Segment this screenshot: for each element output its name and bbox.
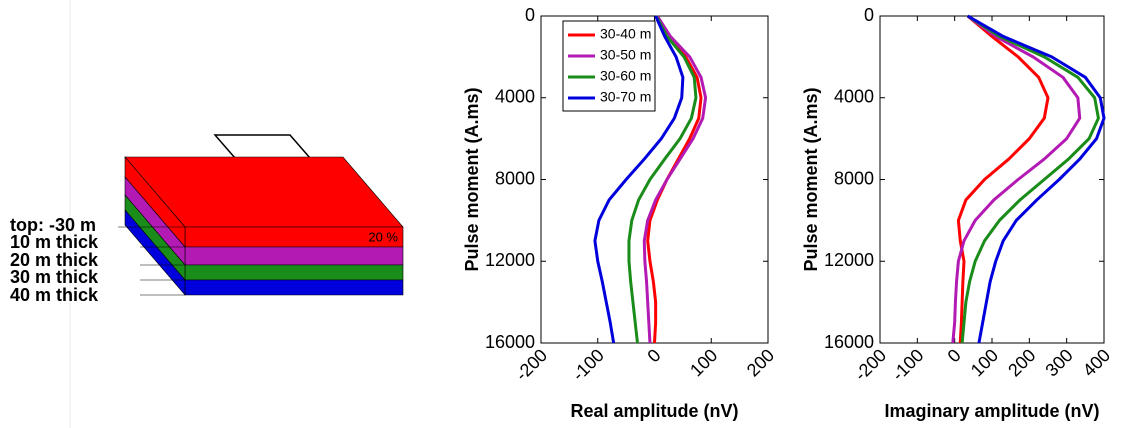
layer-label: 40 m thick	[10, 285, 99, 305]
y-tick-label: 12000	[824, 250, 874, 270]
legend-label: 30-40 m	[600, 26, 651, 42]
plot-frame	[879, 15, 1105, 344]
series-line	[642, 15, 708, 344]
series-line	[951, 14, 1082, 344]
x-tick-label: 300	[1041, 345, 1076, 380]
series-line	[627, 15, 698, 344]
x-tick-label: 100	[967, 345, 1002, 380]
legend-label: 30-50 m	[600, 47, 651, 63]
legend-label: 30-60 m	[600, 68, 651, 84]
layer-label: 10 m thick	[10, 232, 99, 252]
series-line	[593, 15, 685, 344]
layer-magenta	[184, 246, 404, 266]
legend: 30-40 m 30-50 m 30-60 m 30-70 m	[562, 20, 656, 112]
layer-block	[118, 134, 404, 296]
y-tick-label: 8000	[834, 168, 874, 188]
layer-label: 30 m thick	[10, 267, 99, 287]
x-tick-label: 200	[743, 345, 778, 380]
layer-green	[184, 264, 404, 281]
y-tick-label: 4000	[834, 87, 874, 107]
x-tick-label: 200	[1004, 345, 1039, 380]
x-axis-label: Real amplitude (nV)	[570, 401, 738, 421]
y-tick-label: 16000	[824, 332, 874, 352]
y-axis-label: Pulse moment (A.ms)	[801, 87, 821, 271]
y-tick-label: 0	[525, 5, 535, 25]
coil	[213, 134, 312, 159]
layer-blue	[184, 279, 404, 296]
y-tick-label: 16000	[485, 332, 535, 352]
series-line	[966, 14, 1106, 344]
y-axis-label: Pulse moment (A.ms)	[462, 87, 482, 271]
x-tick-label: 400	[1079, 345, 1114, 380]
layer-label: 20 m thick	[10, 250, 99, 270]
x-tick-label: 0	[944, 345, 965, 366]
layer-label: top: -30 m	[10, 215, 96, 235]
x-tick-label: -100	[568, 345, 608, 385]
series-line	[960, 14, 1100, 344]
porosity-label: 20 %	[368, 229, 398, 244]
series-line	[956, 14, 1050, 344]
y-tick-label: 4000	[495, 87, 535, 107]
x-tick-label: 0	[643, 345, 664, 366]
legend-label: 30-70 m	[600, 89, 651, 105]
x-axis-label: Imaginary amplitude (nV)	[884, 401, 1099, 421]
x-tick-label: 100	[686, 345, 721, 380]
y-tick-label: 0	[864, 5, 874, 25]
x-tick-label: -100	[888, 345, 928, 385]
y-tick-label: 8000	[495, 168, 535, 188]
y-tick-label: 12000	[485, 250, 535, 270]
